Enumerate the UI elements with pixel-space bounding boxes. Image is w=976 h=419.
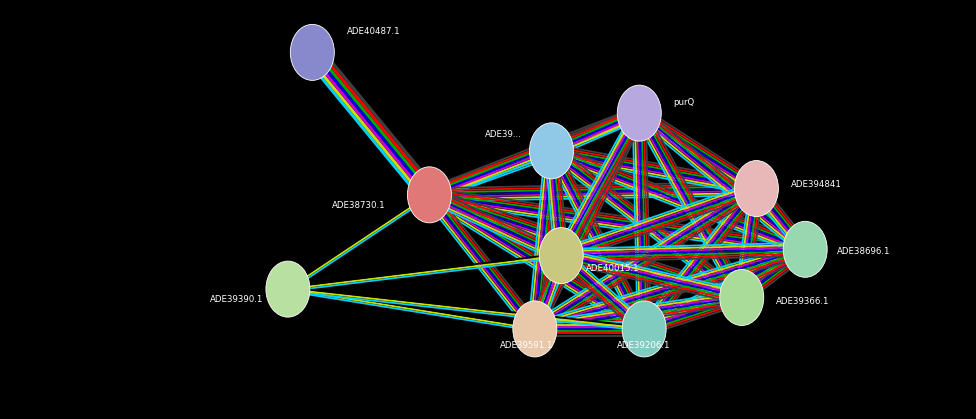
Ellipse shape — [617, 85, 662, 141]
Ellipse shape — [407, 167, 452, 223]
Ellipse shape — [529, 123, 574, 179]
Text: ADE39390.1: ADE39390.1 — [210, 295, 264, 304]
Text: ADE39366.1: ADE39366.1 — [776, 297, 830, 306]
Ellipse shape — [512, 301, 557, 357]
Text: ADE38696.1: ADE38696.1 — [837, 247, 891, 256]
Text: ADE394841: ADE394841 — [791, 180, 841, 189]
Ellipse shape — [622, 301, 667, 357]
Ellipse shape — [783, 221, 828, 277]
Text: ADE39591.1: ADE39591.1 — [501, 341, 553, 350]
Text: ADE39206.1: ADE39206.1 — [618, 341, 671, 350]
Ellipse shape — [539, 228, 584, 284]
Text: ADE39...: ADE39... — [485, 129, 522, 139]
Ellipse shape — [265, 261, 310, 317]
Text: ADE40015.1: ADE40015.1 — [586, 264, 639, 273]
Ellipse shape — [290, 24, 335, 80]
Ellipse shape — [734, 160, 779, 217]
Text: ADE38730.1: ADE38730.1 — [332, 201, 386, 210]
Text: ADE40487.1: ADE40487.1 — [346, 27, 400, 36]
Text: purQ: purQ — [673, 98, 695, 107]
Ellipse shape — [719, 269, 764, 326]
